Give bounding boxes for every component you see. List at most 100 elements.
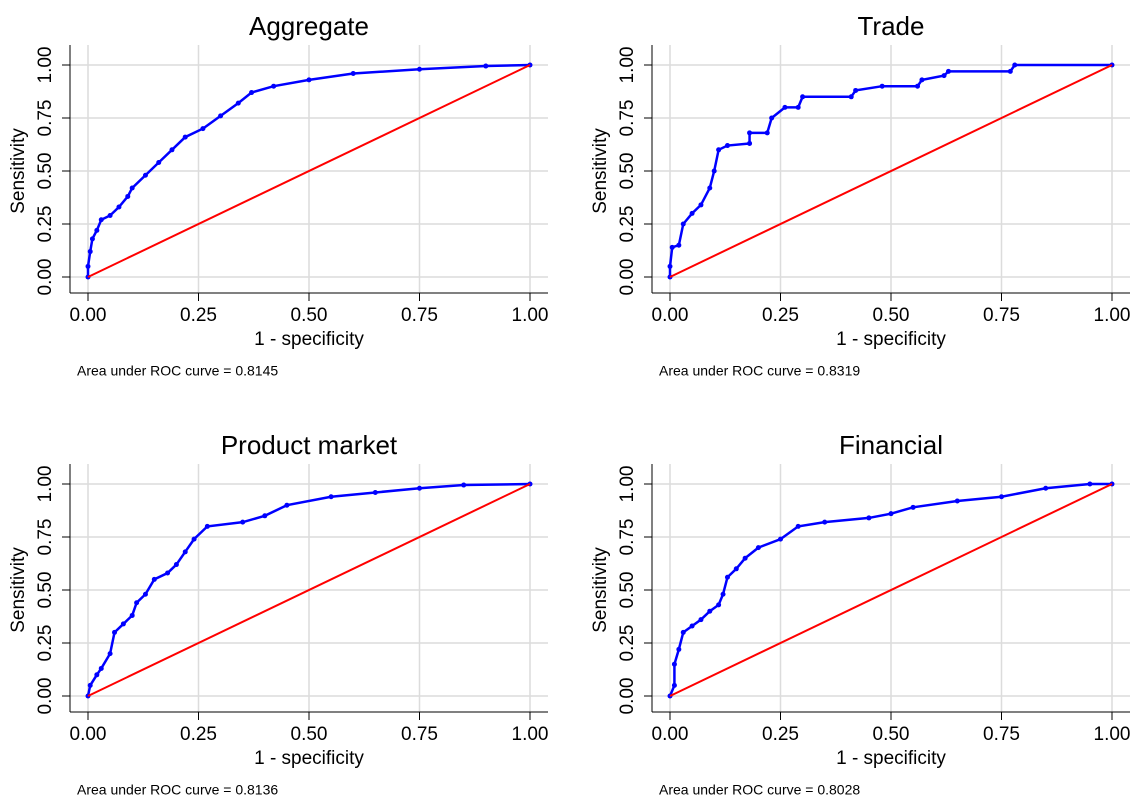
y-axis-label: Sensitivity xyxy=(590,128,611,214)
x-axis-label: 1 - specificity xyxy=(254,748,364,769)
point xyxy=(151,576,157,582)
point xyxy=(795,523,801,529)
point xyxy=(707,608,713,614)
x-tick-label: 0.25 xyxy=(180,305,217,326)
point xyxy=(372,489,378,495)
curve xyxy=(87,483,531,697)
point xyxy=(89,236,95,242)
point xyxy=(112,629,118,635)
point xyxy=(165,570,171,576)
note: Area under ROC curve = 0.8319 xyxy=(659,363,860,379)
point xyxy=(747,130,753,136)
point xyxy=(795,104,801,110)
y-tick-label: 0.00 xyxy=(35,259,56,296)
y-tick-label: 0.00 xyxy=(35,678,56,715)
curve xyxy=(669,64,1113,278)
note: Area under ROC curve = 0.8136 xyxy=(77,782,278,798)
x-axis-label: 1 - specificity xyxy=(254,329,364,350)
point xyxy=(742,555,748,561)
point xyxy=(284,502,290,508)
point xyxy=(919,77,925,83)
x-axis-label: 1 - specificity xyxy=(836,329,946,350)
point xyxy=(94,672,100,678)
point xyxy=(173,562,179,568)
point xyxy=(262,513,268,519)
point xyxy=(848,94,854,100)
y-tick-label: 0.75 xyxy=(35,100,56,137)
point xyxy=(350,70,356,76)
x-tick-label: 1.00 xyxy=(1094,724,1131,745)
y-tick-label: 0.50 xyxy=(617,572,638,609)
x-tick-label: 0.50 xyxy=(291,305,328,326)
point xyxy=(417,485,422,491)
point xyxy=(822,519,828,525)
point xyxy=(271,83,277,89)
point xyxy=(764,130,770,136)
point xyxy=(724,574,730,580)
curve xyxy=(86,482,531,697)
panel: Product market 0.00 0.25 0.50 0.75 1.00 0.00 0.… xyxy=(8,430,548,798)
point xyxy=(671,661,677,667)
point xyxy=(680,221,686,227)
point xyxy=(461,482,467,488)
y-tick-label: 1.00 xyxy=(617,47,638,84)
x-tick-label: 0.00 xyxy=(70,305,107,326)
y-tick-label: 0.25 xyxy=(617,206,638,243)
point xyxy=(142,591,148,597)
point xyxy=(417,66,422,72)
point xyxy=(720,591,726,597)
x-tick-label: 0.25 xyxy=(762,305,799,326)
point xyxy=(98,665,104,671)
x-tick-label: 0.75 xyxy=(401,724,438,745)
curve xyxy=(668,63,1112,277)
y-tick-label: 0.75 xyxy=(617,519,638,556)
point xyxy=(116,204,122,210)
y-tick-label: 0.50 xyxy=(35,153,56,190)
point xyxy=(671,682,677,688)
point xyxy=(707,185,713,191)
curve xyxy=(669,483,1113,697)
point xyxy=(747,140,753,146)
point xyxy=(800,94,806,100)
y-tick-label: 0.25 xyxy=(617,625,638,662)
point xyxy=(667,263,673,269)
point xyxy=(129,612,135,618)
point xyxy=(1007,68,1013,74)
point xyxy=(915,83,921,89)
point xyxy=(85,263,91,269)
point xyxy=(328,494,334,500)
point xyxy=(716,147,722,153)
y-tick-label: 0.50 xyxy=(617,153,638,190)
x-tick-label: 0.50 xyxy=(873,724,910,745)
point xyxy=(98,217,104,223)
y-tick-label: 0.00 xyxy=(617,259,638,296)
x-tick-label: 1.00 xyxy=(512,305,549,326)
point xyxy=(191,536,197,542)
point xyxy=(1043,485,1049,491)
y-axis-label: Sensitivity xyxy=(8,547,29,633)
point xyxy=(676,646,682,652)
point xyxy=(888,511,894,517)
note: Area under ROC curve = 0.8145 xyxy=(77,363,278,379)
x-tick-label: 0.50 xyxy=(291,724,328,745)
point xyxy=(676,242,682,248)
y-axis-label: Sensitivity xyxy=(8,128,29,214)
point xyxy=(483,63,489,69)
y-tick-label: 1.00 xyxy=(617,466,638,503)
y-tick-label: 0.75 xyxy=(617,100,638,137)
x-tick-label: 1.00 xyxy=(1094,305,1131,326)
x-tick-label: 0.75 xyxy=(983,724,1020,745)
point xyxy=(235,100,241,106)
x-tick-label: 0.50 xyxy=(873,305,910,326)
point xyxy=(125,193,131,199)
y-tick-label: 0.50 xyxy=(35,572,56,609)
point xyxy=(954,498,960,504)
point xyxy=(755,545,761,551)
point xyxy=(120,621,126,627)
point xyxy=(680,629,686,635)
point xyxy=(182,549,188,555)
point xyxy=(999,494,1004,500)
x-axis-label: 1 - specificity xyxy=(836,748,946,769)
point xyxy=(853,87,859,93)
